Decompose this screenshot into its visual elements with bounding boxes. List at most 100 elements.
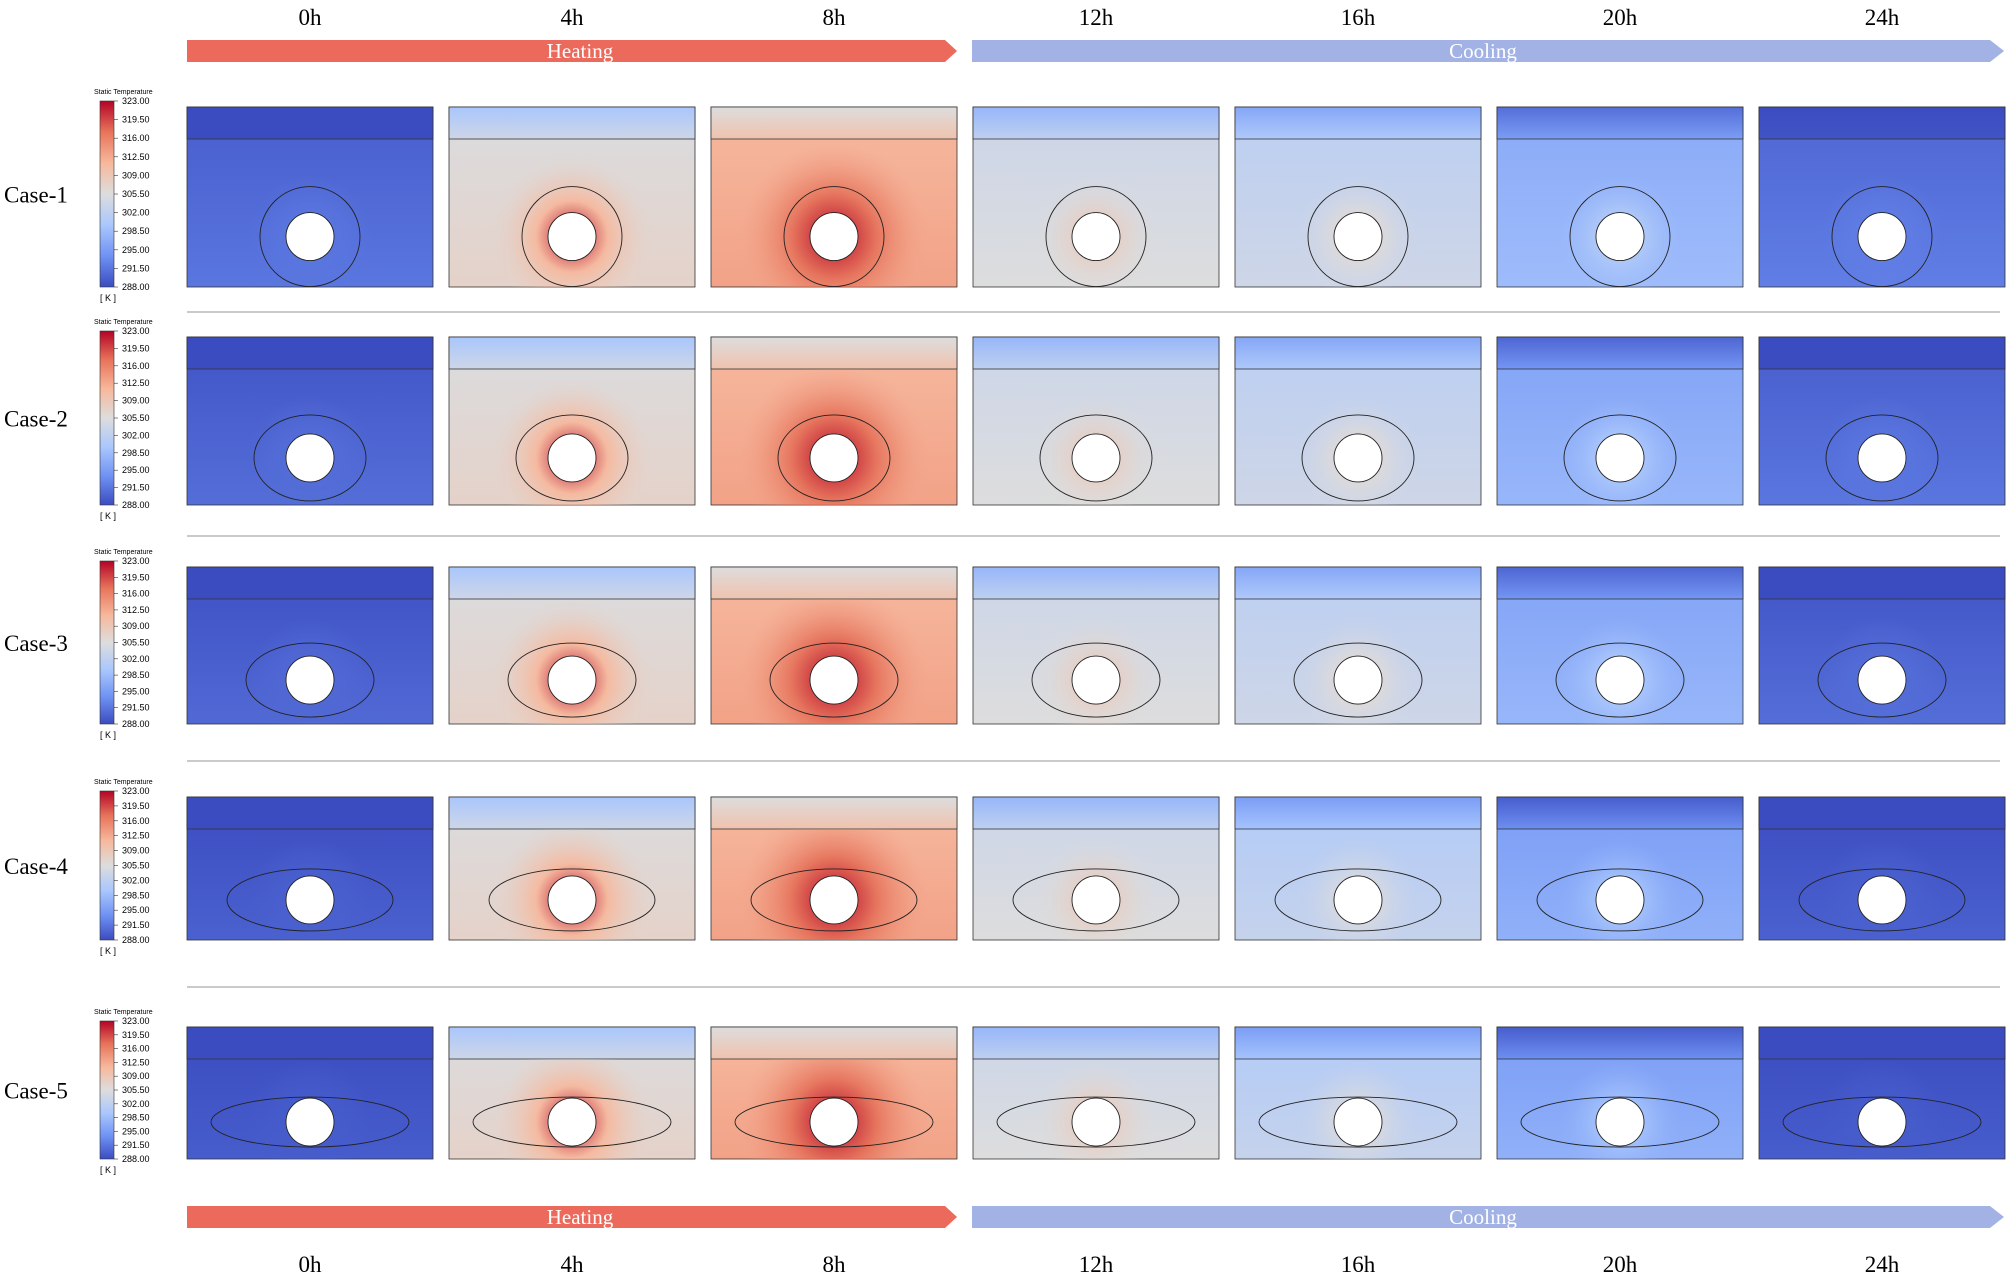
temperature-panel — [1758, 566, 2006, 725]
temperature-panel — [1496, 566, 1744, 725]
temperature-panel — [710, 796, 958, 941]
colorbar-tick-label: 298.50 — [122, 890, 150, 900]
colorbar-tick-label: 319.50 — [122, 801, 150, 811]
pipe-circle — [809, 875, 859, 925]
backfill-boundary — [1031, 642, 1161, 718]
temperature-panel — [1234, 106, 1482, 288]
temperature-panel — [1234, 796, 1482, 941]
colorbar-tick-label: 323.00 — [122, 1016, 150, 1026]
pipe-circle — [1595, 655, 1645, 705]
time-label-bottom: 8h — [823, 1252, 847, 1275]
pipe-circle — [1595, 1097, 1645, 1147]
pipe-circle — [1333, 875, 1383, 925]
time-label-top: 4h — [561, 5, 585, 30]
pipe-circle — [1333, 433, 1383, 483]
surface-layer — [710, 1026, 958, 1060]
colorbar-tick-label: 295.00 — [122, 465, 150, 475]
temperature-panel — [448, 1026, 696, 1160]
colorbar-tick-label: 312.50 — [122, 1057, 150, 1067]
temperature-panel — [1758, 796, 2006, 941]
colorbar-title: Static Temperature — [94, 319, 153, 326]
bottom-time-labels: 0h 4h 8h 12h 16h 20h 24h — [299, 1252, 1900, 1275]
cooling-label-bottom: Cooling — [1449, 1205, 1517, 1229]
colorbar-tick-label: 316.00 — [122, 361, 150, 371]
pipe-circle — [285, 655, 335, 705]
colorbar-tick-label: 305.50 — [122, 189, 150, 199]
backfill-boundary — [1039, 414, 1153, 502]
temperature-panel — [710, 1026, 958, 1160]
colorbar-tick-label: 323.00 — [122, 96, 150, 106]
backfill-boundary — [521, 186, 623, 288]
colorbar — [99, 790, 115, 941]
colorbar-tick-label: 295.00 — [122, 245, 150, 255]
colorbar-tick-label: 312.50 — [122, 605, 150, 615]
colorbar-tick-label: 288.00 — [122, 935, 150, 945]
temperature-panel — [448, 336, 696, 506]
temperature-panel — [1234, 1026, 1482, 1160]
backfill-boundary — [1563, 414, 1677, 502]
backfill-boundary — [1569, 186, 1671, 288]
pipe-circle — [547, 212, 597, 262]
surface-layer — [972, 796, 1220, 830]
pipe-circle — [1333, 212, 1383, 262]
pipe-circle — [1071, 433, 1121, 483]
backfill-boundary — [472, 1096, 672, 1148]
backfill-boundary — [507, 642, 637, 718]
backfill-boundary — [769, 642, 899, 718]
cooling-label-top: Cooling — [1449, 39, 1517, 63]
pipe-circle — [547, 655, 597, 705]
colorbar-tick-label: 298.50 — [122, 226, 150, 236]
colorbar-tick-label: 319.50 — [122, 343, 150, 353]
colorbar-tick-label: 309.00 — [122, 396, 150, 406]
backfill-boundary — [253, 414, 367, 502]
temperature-panel — [972, 796, 1220, 941]
colorbar-tick-label: 291.50 — [122, 263, 150, 273]
colorbar-tick-label: 291.50 — [122, 920, 150, 930]
temperature-panel — [448, 796, 696, 941]
colorbar-unit: [ K ] — [100, 1165, 116, 1175]
colorbar-title: Static Temperature — [94, 1009, 153, 1016]
surface-layer — [1758, 566, 2006, 600]
pipe-circle — [809, 1097, 859, 1147]
surface-layer — [710, 106, 958, 140]
temperature-panel — [972, 566, 1220, 725]
surface-layer — [1234, 566, 1482, 600]
time-label-bottom: 0h — [299, 1252, 323, 1275]
colorbar-tick-label: 316.00 — [122, 133, 150, 143]
surface-layer — [710, 796, 958, 830]
backfill-boundary — [1520, 1096, 1720, 1148]
pipe-circle — [1071, 1097, 1121, 1147]
time-label-top: 16h — [1341, 5, 1376, 30]
backfill-boundary — [1825, 414, 1939, 502]
surface-layer — [186, 336, 434, 370]
colorbar-tick-label: 291.50 — [122, 483, 150, 493]
time-label-top: 0h — [299, 5, 323, 30]
colorbar-tick-label: 312.50 — [122, 152, 150, 162]
colorbar-tick-label: 302.00 — [122, 1099, 150, 1109]
backfill-boundary — [1817, 642, 1947, 718]
backfill-boundary — [1782, 1096, 1982, 1148]
colorbar-tick-label: 309.00 — [122, 170, 150, 180]
temperature-panel — [1496, 336, 1744, 506]
backfill-boundary — [777, 414, 891, 502]
surface-layer — [1758, 796, 2006, 830]
surface-layer — [1234, 1026, 1482, 1060]
pipe-circle — [1857, 655, 1907, 705]
colorbar-unit: [ K ] — [100, 946, 116, 956]
colorbar-tick-label: 302.00 — [122, 875, 150, 885]
backfill-boundary — [210, 1096, 410, 1148]
surface-layer — [186, 566, 434, 600]
temperature-panel — [710, 566, 958, 725]
surface-layer — [186, 1026, 434, 1060]
colorbar-tick-label: 298.50 — [122, 1113, 150, 1123]
surface-layer — [1758, 336, 2006, 370]
time-label-top: 8h — [823, 5, 847, 30]
colorbar — [99, 100, 115, 288]
time-label-top: 24h — [1865, 5, 1900, 30]
pipe-circle — [285, 875, 335, 925]
surface-layer — [1758, 106, 2006, 140]
